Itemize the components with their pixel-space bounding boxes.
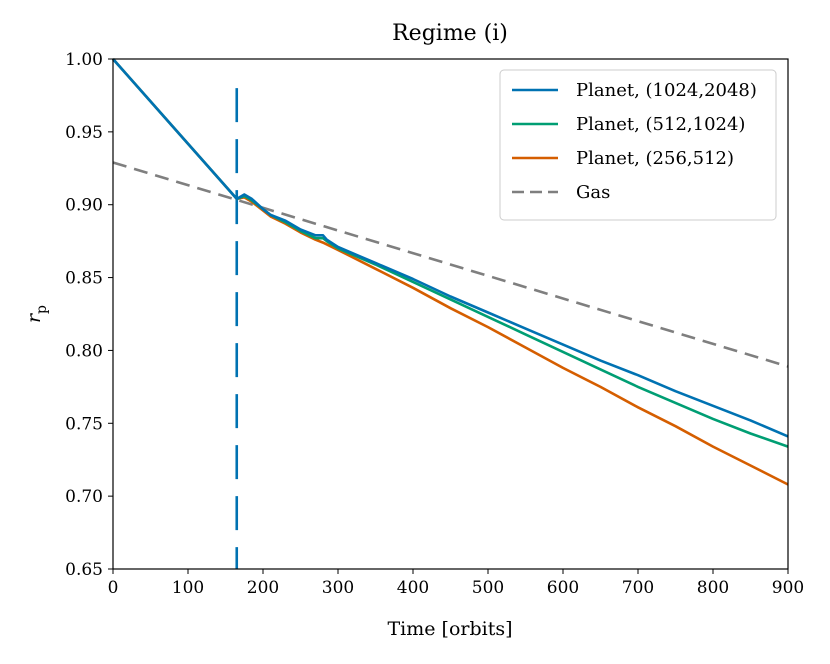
x-tick-label: 100 — [172, 578, 204, 598]
y-tick-label: 0.95 — [65, 123, 103, 143]
x-tick-label: 800 — [697, 578, 729, 598]
x-axis: 0 100 200 300 400 500 600 700 800 900 — [108, 569, 804, 598]
y-tick-label: 0.90 — [65, 196, 103, 216]
x-tick-label: 700 — [622, 578, 654, 598]
legend-label: Planet, (256,512) — [576, 148, 734, 169]
x-tick-label: 400 — [397, 578, 429, 598]
y-axis-label: rp — [23, 305, 50, 323]
y-tick-label: 0.80 — [65, 341, 103, 361]
x-axis-label: Time [orbits] — [387, 618, 512, 640]
plot-area — [112, 58, 789, 569]
x-tick-label: 600 — [547, 578, 579, 598]
y-tick-label: 0.75 — [65, 414, 103, 434]
legend-label: Planet, (1024,2048) — [576, 80, 757, 101]
x-tick-label: 300 — [322, 578, 354, 598]
legend-label: Planet, (512,1024) — [576, 114, 745, 135]
y-axis: 0.65 0.70 0.75 0.80 0.85 0.90 0.95 1.00 — [65, 50, 113, 580]
y-tick-label: 0.65 — [65, 560, 103, 580]
legend-label: Gas — [576, 182, 610, 203]
legend: Planet, (1024,2048) Planet, (512,1024) Pla… — [499, 69, 777, 221]
x-tick-label: 500 — [472, 578, 504, 598]
series-line-planet-1024-2048 — [112, 58, 789, 438]
chart-title: Regime (i) — [392, 21, 508, 46]
x-tick-label: 200 — [247, 578, 279, 598]
y-tick-label: 1.00 — [65, 50, 103, 70]
legend-box — [499, 69, 777, 221]
y-tick-label: 0.85 — [65, 269, 103, 289]
y-tick-label: 0.70 — [65, 487, 103, 507]
x-tick-label: 900 — [772, 578, 804, 598]
axes-frame — [112, 58, 789, 570]
x-tick-label: 0 — [108, 578, 119, 598]
series-line-gas — [112, 161, 789, 368]
